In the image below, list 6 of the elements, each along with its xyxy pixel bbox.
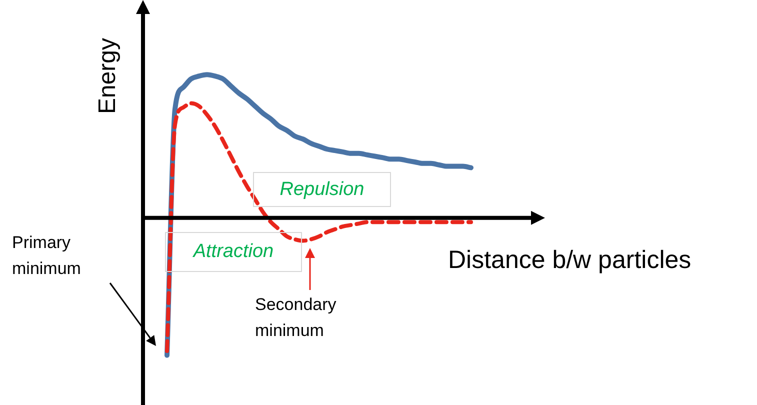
y-axis-title: Energy [94,38,122,114]
annotation: Secondary minimum [255,294,338,342]
annotation: Repulsion [253,172,391,207]
text: Primary minimum [12,232,82,280]
x-axis-title: Distance b/w particles [448,246,692,275]
annotation: Attraction [165,232,302,272]
